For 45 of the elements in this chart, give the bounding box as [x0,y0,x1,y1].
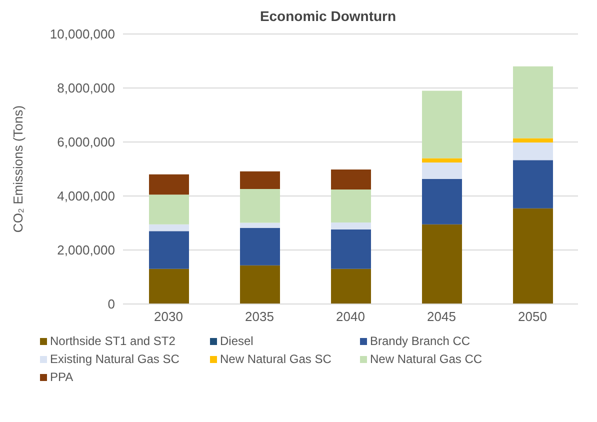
y-tick-label: 8,000,000 [57,80,115,96]
bar [149,174,189,195]
x-tick-label: 2045 [427,309,456,324]
y-tick-label: 6,000,000 [57,134,115,150]
bar [422,162,462,179]
y-tick-label: 4,000,000 [57,188,115,204]
bar [331,190,371,222]
y-tick-label: 2,000,000 [57,242,115,258]
bar [422,90,462,158]
bar [149,224,189,232]
bar [331,222,371,230]
y-tick-label: 0 [108,296,115,312]
legend-label: Existing Natural Gas SC [50,352,180,366]
y-tick-label: 10,000,000 [50,26,115,42]
bar [513,66,553,138]
x-tick-label: 2030 [154,309,183,324]
legend-label: PPA [50,370,74,384]
bar [149,231,189,269]
bar [422,178,462,224]
x-tick-label: 2050 [518,309,547,324]
bar [422,224,462,304]
bar [331,268,371,304]
bar [240,188,280,223]
bar [513,142,553,160]
bar [331,229,371,269]
legend-label: New Natural Gas SC [220,352,332,366]
bar [240,222,280,228]
chart-title: Economic Downturn [258,8,398,24]
legend-label: New Natural Gas CC [370,352,482,366]
bar [513,160,553,208]
bar [513,208,553,304]
bar [240,228,280,266]
bar [331,170,371,190]
bar [240,171,280,189]
bar [149,194,189,224]
legend-label: Diesel [220,334,254,348]
bar [422,158,462,163]
legend-label: Northside ST1 and ST2 [50,334,176,348]
legend-label: Brandy Branch CC [370,334,470,348]
y-axis-title: CO₂ Emissions (Tons) [10,105,26,233]
bar [240,265,280,304]
bar [149,268,189,304]
x-tick-label: 2035 [245,309,274,324]
bar [513,138,553,143]
x-tick-label: 2040 [336,309,365,324]
